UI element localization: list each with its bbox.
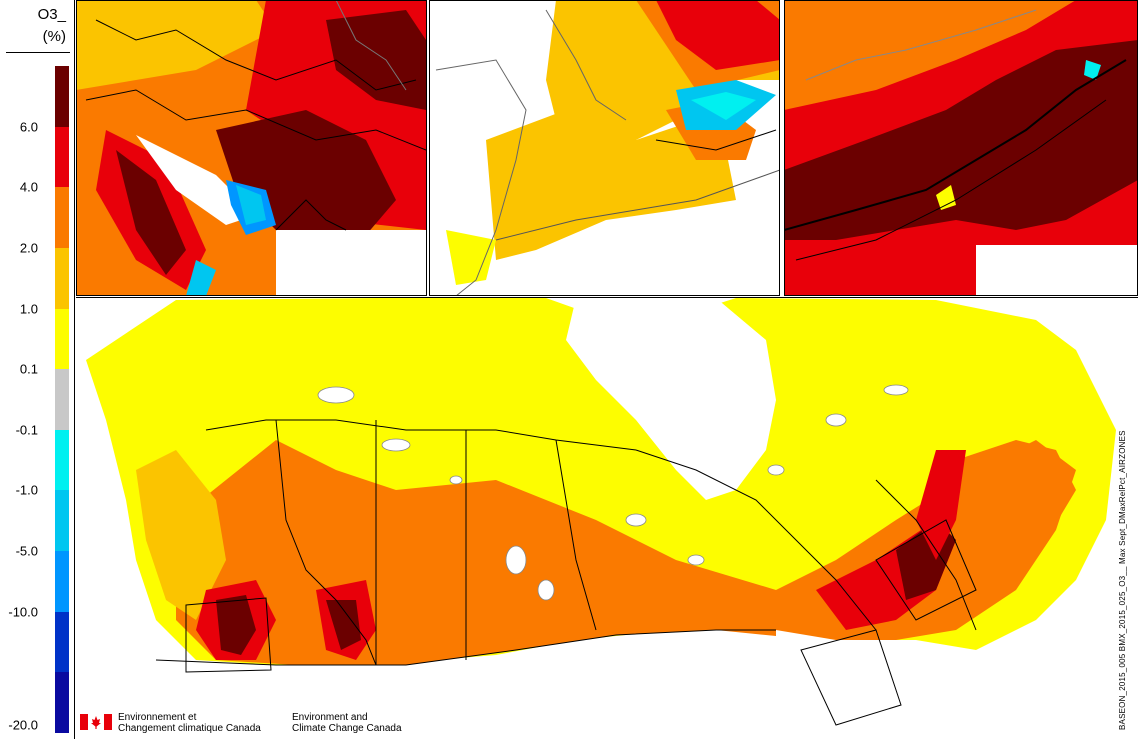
colorbar-tick-label: -5.0 bbox=[15, 543, 38, 559]
colorbar-bin bbox=[55, 66, 69, 127]
colorbar-bin bbox=[55, 672, 69, 734]
colorbar-tick-label: 0.1 bbox=[19, 361, 38, 377]
legend-divider bbox=[6, 52, 70, 53]
colorbar-tick-label: 2.0 bbox=[19, 240, 38, 256]
colorbar-bin bbox=[55, 611, 69, 673]
colorbar-tick-label: 1.0 bbox=[19, 301, 38, 317]
inset-bc-vancouver bbox=[76, 0, 427, 296]
colorbar-tick-label: 6.0 bbox=[19, 119, 38, 135]
colorbar-tick-label: -20.0 bbox=[8, 717, 38, 733]
colorbar-tick-label: -10.0 bbox=[8, 604, 38, 620]
canada-main-map bbox=[76, 297, 1138, 739]
colorbar-bin bbox=[55, 247, 69, 309]
canada-flag-icon bbox=[80, 714, 112, 730]
run-identifier: BASEON_2015_005 BMX_2015_025_O3__ Max Se… bbox=[1118, 430, 1127, 730]
colorbar bbox=[55, 66, 69, 734]
colorbar-tick-label: -0.1 bbox=[15, 422, 38, 438]
legend-units: (%) bbox=[42, 28, 66, 45]
colorbar-bin bbox=[55, 429, 69, 491]
colorbar-tick-label: 4.0 bbox=[19, 179, 38, 195]
brand-fr-line1: Environnement et bbox=[118, 712, 197, 723]
colorbar-bin bbox=[55, 551, 69, 613]
colorbar-bin bbox=[55, 369, 69, 431]
inset-quebec-corridor bbox=[784, 0, 1138, 296]
colorbar-bin bbox=[55, 187, 69, 249]
legend-title: O3_ bbox=[37, 6, 66, 23]
inset-southern-ontario bbox=[429, 0, 780, 296]
ozone-map bbox=[76, 0, 1138, 739]
colorbar-bin bbox=[55, 126, 69, 188]
brand-fr-line2: Changement climatique Canada bbox=[118, 723, 261, 734]
colorbar-bin bbox=[55, 490, 69, 552]
legend-panel: O3_ (%) 6.0 4.0 2.0 1.0 0.1 -0.1 -1.0 -5.0 -10.0… bbox=[0, 0, 75, 739]
brand-en-line2: Climate Change Canada bbox=[292, 723, 402, 734]
colorbar-bin bbox=[55, 308, 69, 370]
colorbar-tick-label: -1.0 bbox=[15, 482, 38, 498]
brand-en-line1: Environment and bbox=[292, 712, 368, 723]
